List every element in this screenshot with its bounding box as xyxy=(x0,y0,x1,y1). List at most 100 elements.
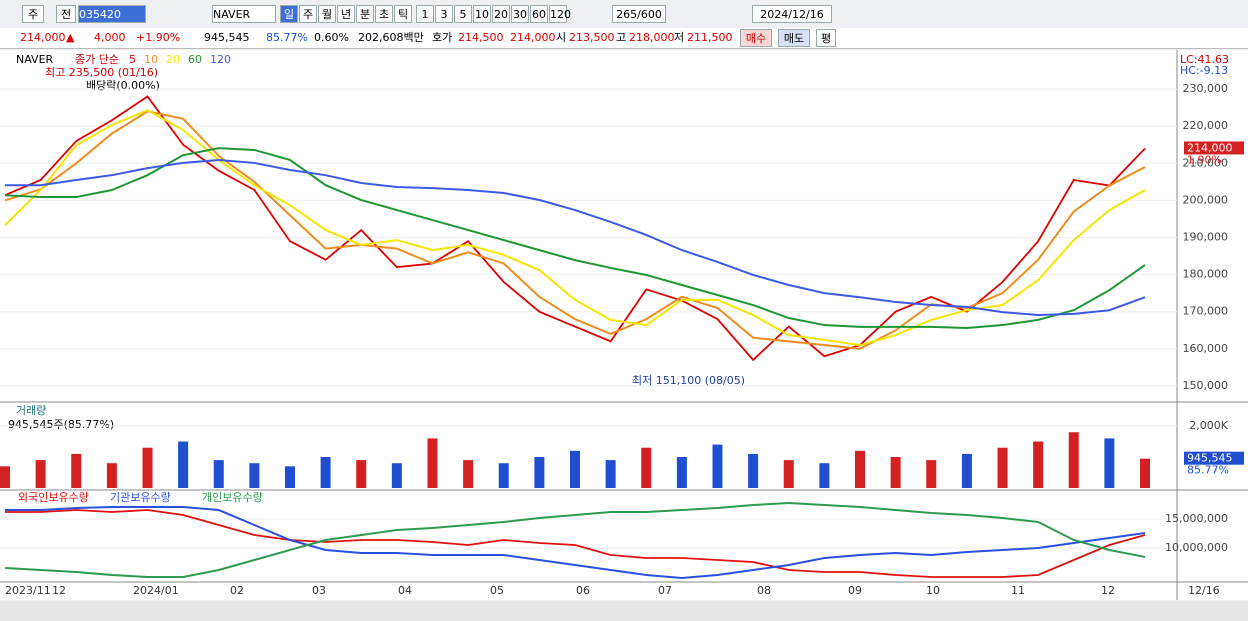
last-price-box xyxy=(1184,141,1244,155)
turnover: 0.60% xyxy=(314,31,349,44)
period-button[interactable]: 3 xyxy=(435,5,453,23)
legend-entry: 60 xyxy=(188,53,202,66)
avg-button[interactable]: 평 xyxy=(816,29,836,47)
volume-bar xyxy=(712,444,723,488)
period-button[interactable]: 주 xyxy=(299,5,317,23)
y-tick-label: 190,000 xyxy=(1183,231,1229,244)
volume-bar xyxy=(35,460,46,488)
y-tick-label: 15,000,000 xyxy=(1165,512,1228,525)
legend-entry: 10 xyxy=(144,53,158,66)
period-button[interactable]: 5 xyxy=(454,5,472,23)
period-button[interactable]: 120 xyxy=(549,5,571,23)
line xyxy=(5,509,1146,578)
y-tick-label: 150,000 xyxy=(1183,379,1229,392)
line xyxy=(4,502,1146,578)
x-tick-label: 12 xyxy=(52,584,66,597)
volume-bar xyxy=(1140,458,1150,488)
volume-title: 거래량 xyxy=(16,404,46,417)
period-button[interactable]: 10 xyxy=(473,5,491,23)
volume-bar xyxy=(285,466,295,488)
low-annotation: 최저 151,100 (08/05) xyxy=(632,374,745,387)
ma-label: 종가 단순 xyxy=(75,53,119,66)
x-tick-label: 12 xyxy=(1101,584,1115,597)
legend-entry: 개인보유수량 xyxy=(202,491,263,504)
count: 265/600 xyxy=(612,5,666,23)
volume-bar xyxy=(997,447,1008,488)
y-tick-label: 200,000 xyxy=(1183,193,1229,206)
period-button[interactable]: 1 xyxy=(416,5,434,23)
legend-entry: 외국인보유수량 xyxy=(18,491,89,504)
x-tick-label: 03 xyxy=(312,584,326,597)
code-input[interactable]: 035420 xyxy=(78,5,146,23)
volume-bar xyxy=(427,438,438,488)
count-max: /600 xyxy=(637,8,662,21)
y-tick-label: 160,000 xyxy=(1183,342,1229,355)
x-tick-label: 07 xyxy=(658,584,672,597)
period-button[interactable]: 60 xyxy=(530,5,548,23)
last-volume-ratio: 85.77% xyxy=(1187,464,1229,477)
vol-ratio: 85.77% xyxy=(266,31,308,44)
x-tick-label: 2024/01 xyxy=(133,584,179,597)
period-button[interactable]: 년 xyxy=(337,5,355,23)
high-annotation: 최고 235,500 (01/16) xyxy=(45,66,158,79)
info-bar: 214,000 ▲ 4,000 +1.90% 945,545 85.77% 0.… xyxy=(0,28,1248,49)
volume-summary: 945,545주(85.77%) xyxy=(8,418,114,431)
volume-bar xyxy=(249,463,260,488)
period-button[interactable]: 분 xyxy=(356,5,374,23)
volume-bar xyxy=(463,460,474,488)
ask: 214,500 xyxy=(458,31,504,44)
arrow: ▲ xyxy=(66,31,75,44)
volume-bar xyxy=(783,460,794,488)
volume-bar xyxy=(1068,432,1079,488)
volume-bar xyxy=(498,463,509,488)
volume-bar xyxy=(534,457,545,488)
volume-bar xyxy=(1033,441,1044,488)
buy-button[interactable]: 매수 xyxy=(740,29,772,47)
low: 211,500 xyxy=(687,31,733,44)
volume-bar xyxy=(1104,438,1115,488)
x-tick-label: 2023/11 xyxy=(5,584,51,597)
price: 214,000 xyxy=(20,31,66,44)
rate: +1.90% xyxy=(136,31,181,44)
bid: 214,000 xyxy=(510,31,556,44)
period-button[interactable]: 일 xyxy=(280,5,298,23)
scope-select[interactable]: 전 xyxy=(56,5,76,23)
period-button[interactable]: 20 xyxy=(492,5,510,23)
scrollbar[interactable] xyxy=(0,601,1248,621)
line xyxy=(4,147,1146,330)
hc: HC:-9.13 xyxy=(1180,64,1228,77)
chart-area: NAVER 종가 단순 최고 235,500 (01/16) 배당락(0.00%… xyxy=(0,50,1248,621)
last-price: 214,000 xyxy=(1187,141,1233,154)
volume-bar xyxy=(356,460,367,488)
volume-bar xyxy=(819,463,830,488)
volume-bar xyxy=(142,447,153,488)
low-label: 저 xyxy=(674,31,685,44)
y-tick-label: 170,000 xyxy=(1183,305,1229,318)
period-button[interactable]: 초 xyxy=(375,5,393,23)
volume-bar xyxy=(855,450,865,488)
last-change: 1.90% xyxy=(1187,153,1222,166)
market-select[interactable]: 주 xyxy=(22,5,44,23)
symbol: NAVER xyxy=(16,53,54,66)
volume-bar xyxy=(890,457,901,488)
volume-bar xyxy=(605,460,616,488)
y-tick-label: 210,000 xyxy=(1183,156,1229,169)
period-button[interactable]: 30 xyxy=(511,5,529,23)
volume-bar xyxy=(178,441,189,488)
x-tick-label: 12/16 xyxy=(1188,584,1220,597)
x-tick-label: 11 xyxy=(1011,584,1025,597)
date-input[interactable]: 2024/12/16 xyxy=(752,5,832,23)
y-tick-label: 180,000 xyxy=(1183,268,1229,281)
sell-button[interactable]: 매도 xyxy=(778,29,810,47)
x-tick-label: 09 xyxy=(848,584,862,597)
line xyxy=(5,158,1146,317)
period-button[interactable]: 월 xyxy=(318,5,336,23)
legend-entry: 20 xyxy=(166,53,180,66)
y-tick-label: 230,000 xyxy=(1183,82,1229,95)
period-button[interactable]: 틱 xyxy=(394,5,412,23)
volume-bar xyxy=(0,466,10,488)
high: 218,000 xyxy=(629,31,675,44)
last-volume-box xyxy=(1184,451,1244,465)
